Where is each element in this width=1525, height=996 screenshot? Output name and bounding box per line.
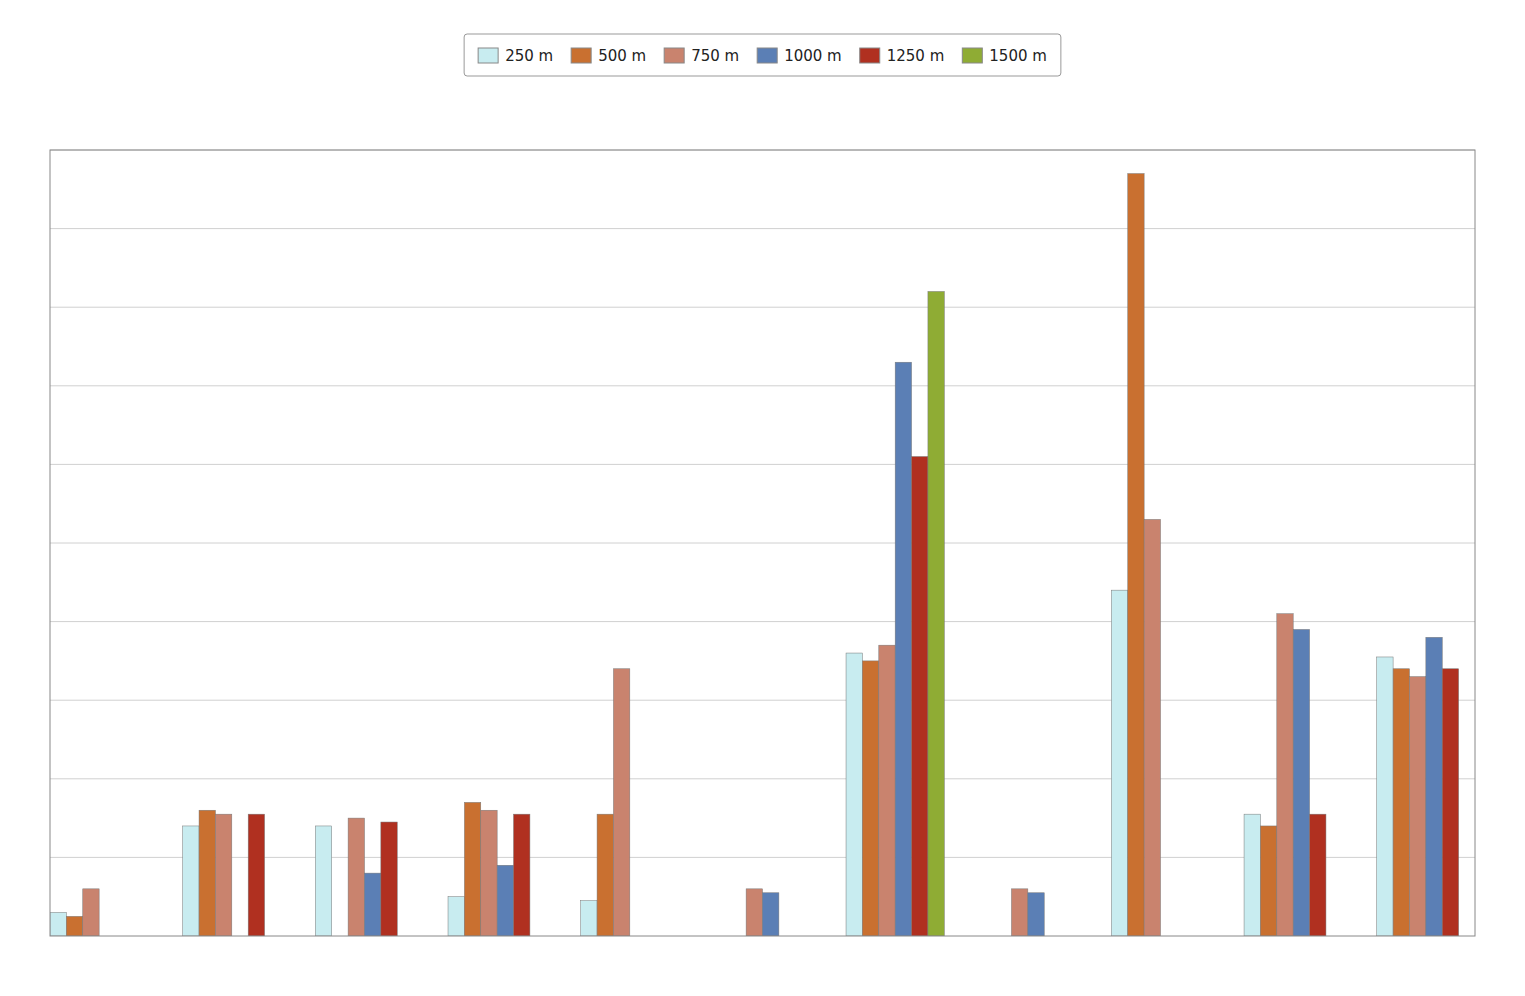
bar — [1144, 519, 1160, 936]
legend-swatch — [757, 48, 777, 63]
bar — [66, 916, 82, 936]
legend-label: 250 m — [505, 47, 553, 65]
legend-label: 500 m — [598, 47, 646, 65]
bar — [1393, 669, 1409, 936]
legend-swatch — [478, 48, 498, 63]
legend-swatch — [860, 48, 880, 63]
bar — [912, 457, 928, 936]
bar — [1293, 629, 1309, 936]
legend-swatch — [571, 48, 591, 63]
legend-label: 1000 m — [784, 47, 842, 65]
bar — [597, 814, 613, 936]
bar — [464, 802, 480, 936]
bar — [1277, 614, 1293, 936]
bar — [315, 826, 331, 936]
bar — [1377, 657, 1393, 936]
grid-line — [50, 543, 1475, 544]
bar — [481, 810, 497, 936]
bar — [1244, 814, 1260, 936]
legend: 250 m 500 m 750 m 1000 m 1250 m 1500 m — [464, 34, 1061, 76]
plot-frame — [50, 150, 1475, 936]
grid-line — [50, 228, 1475, 229]
bar — [199, 810, 215, 936]
bar — [879, 645, 895, 936]
grid-line — [50, 464, 1475, 465]
bar — [50, 912, 66, 936]
bar — [1426, 637, 1442, 936]
grid — [50, 150, 1475, 857]
legend-frame — [464, 34, 1061, 76]
bar — [514, 814, 530, 936]
grid-line — [50, 621, 1475, 622]
bar — [862, 661, 878, 936]
bar — [1028, 893, 1044, 936]
bars — [50, 174, 1459, 936]
grid-line — [50, 778, 1475, 779]
bar — [215, 814, 231, 936]
chart: 250 m 500 m 750 m 1000 m 1250 m 1500 m — [0, 0, 1525, 996]
legend-label: 750 m — [691, 47, 739, 65]
legend-swatch — [664, 48, 684, 63]
bar — [448, 897, 464, 936]
bar — [381, 822, 397, 936]
bar — [763, 893, 779, 936]
bar — [581, 901, 597, 936]
bar — [1128, 174, 1144, 936]
bar — [1111, 590, 1127, 936]
bar — [183, 826, 199, 936]
bar — [364, 873, 380, 936]
bar — [497, 865, 513, 936]
bar — [1011, 889, 1027, 936]
bar — [846, 653, 862, 936]
bar — [1260, 826, 1276, 936]
legend-swatch — [962, 48, 982, 63]
bar — [613, 669, 629, 936]
bar — [1310, 814, 1326, 936]
bar — [928, 291, 944, 936]
bar — [1442, 669, 1458, 936]
legend-label: 1250 m — [887, 47, 945, 65]
bar — [895, 362, 911, 936]
plot-area — [50, 150, 1475, 936]
bar — [348, 818, 364, 936]
grid-line — [50, 700, 1475, 701]
bar — [1409, 677, 1425, 936]
bar — [746, 889, 762, 936]
grid-line — [50, 385, 1475, 386]
bar — [83, 889, 99, 936]
bar — [248, 814, 264, 936]
grid-line — [50, 307, 1475, 308]
legend-label: 1500 m — [989, 47, 1047, 65]
